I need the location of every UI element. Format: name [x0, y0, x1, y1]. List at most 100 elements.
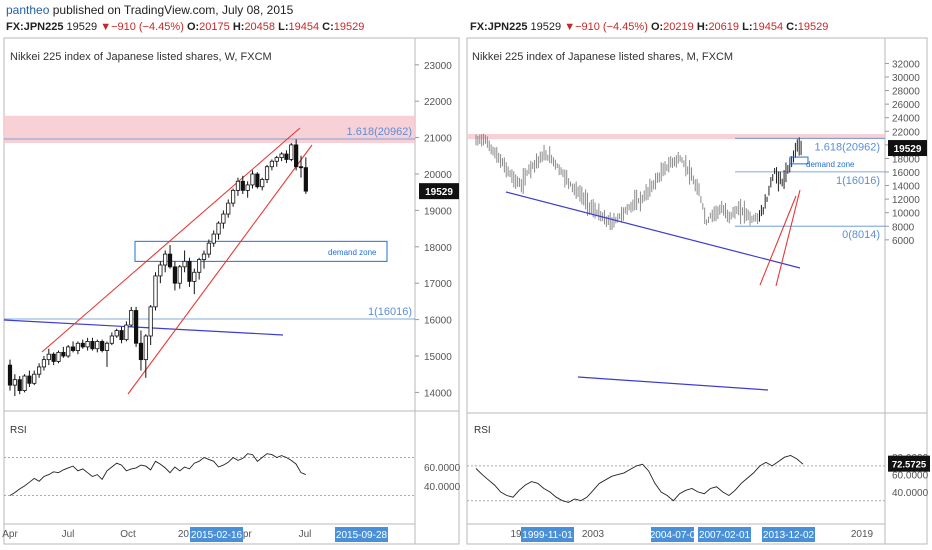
weekly-trendline[interactable] — [3, 319, 284, 336]
weekly-candle-body — [148, 306, 153, 337]
weekly-resistance-band — [4, 115, 415, 144]
weekly-candle-body — [85, 341, 90, 348]
weekly-channel-upper[interactable] — [41, 127, 301, 353]
weekly-candle-body — [163, 253, 168, 266]
weekly-candle-body — [264, 166, 270, 180]
weekly-candle-body — [192, 271, 197, 282]
weekly-date-tag-label: 2015-09-28 — [336, 530, 388, 541]
weekly-candles — [7, 139, 308, 397]
monthly-resistance-zone — [467, 133, 885, 140]
close-value: 19529 — [797, 21, 829, 33]
weekly-x-tick-label: Apr — [236, 529, 252, 540]
symbol-name[interactable]: FX:JPN225 — [470, 21, 528, 33]
weekly-candle-body — [90, 341, 95, 350]
weekly-y-tick-label: 20000 — [424, 170, 452, 181]
monthly-y-tick-label: 28000 — [892, 87, 920, 98]
weekly-rsi-pane: 60.0000 40.0000 — [4, 453, 461, 496]
monthly-date-tag — [651, 527, 694, 542]
weekly-candle-body — [211, 233, 216, 244]
monthly-date-tag — [698, 527, 751, 542]
publish-note: published on TradingView.com, July 08, 2… — [52, 3, 294, 17]
weekly-candle-body — [221, 213, 226, 224]
weekly-candle-body — [197, 259, 202, 273]
weekly-y-tick-label: 18000 — [424, 243, 452, 254]
monthly-x-tick-label: 2019 — [851, 529, 874, 540]
high-value: 20458 — [244, 21, 276, 33]
weekly-candle-body — [153, 275, 158, 308]
weekly-candle-body — [167, 253, 173, 268]
monthly-last-price-text: 19529 — [894, 144, 922, 155]
monthly-y-tick-label: 24000 — [892, 114, 920, 125]
monthly-rsi-line — [475, 455, 804, 503]
weekly-candle-body — [56, 351, 61, 362]
weekly-candle-body — [37, 366, 42, 375]
weekly-rsi-label: RSI — [10, 425, 27, 436]
monthly-x-tick-label: 19 — [510, 529, 522, 540]
weekly-candle-body — [32, 373, 37, 384]
high-value: 20619 — [708, 21, 740, 33]
weekly-candle-body — [158, 264, 163, 277]
weekly-candle-body — [61, 351, 66, 357]
monthly-y-tick-label: 6000 — [892, 236, 915, 247]
weekly-y-tick-label: 14000 — [424, 388, 452, 399]
monthly-fib-lines: 1.618(20962) 1(16016) 0(8014) — [735, 137, 885, 241]
weekly-candle-body — [226, 202, 231, 215]
weekly-candle-body — [104, 342, 110, 351]
weekly-y-tick-label: 15000 — [424, 352, 452, 363]
weekly-candle-body — [51, 353, 56, 362]
high-label: H: — [696, 21, 709, 33]
weekly-demand-zone[interactable]: demand zone — [134, 240, 388, 262]
close-value: 19529 — [333, 21, 365, 33]
low-label: L: — [742, 21, 753, 33]
weekly-candle-body — [109, 335, 114, 344]
weekly-x-tick-label: Jul — [299, 529, 312, 540]
monthly-rsi-tick-label: 60.0000 — [892, 471, 929, 482]
weekly-channel-lower[interactable] — [127, 144, 313, 395]
down-arrow-icon: ▼ — [100, 21, 112, 33]
weekly-x-tick-label: Apr — [2, 529, 18, 540]
weekly-candle-body — [303, 167, 308, 192]
weekly-candle-body — [17, 379, 22, 391]
weekly-candle-body — [129, 310, 134, 326]
weekly-candle-body — [119, 330, 124, 341]
symbol-name[interactable]: FX:JPN225 — [6, 21, 64, 33]
monthly-chart-title: Nikkei 225 index of Japanese listed shar… — [472, 51, 733, 63]
monthly-upper-trendline[interactable] — [505, 191, 801, 269]
open-value: 20175 — [199, 21, 230, 33]
open-value: 20219 — [663, 21, 694, 33]
weekly-candle-body — [284, 153, 289, 160]
monthly-y-tick-label: 32000 — [892, 59, 920, 70]
monthly-date-tag-label: 2007-02-01 — [699, 530, 751, 541]
monthly-channel-right[interactable] — [775, 189, 801, 287]
weekly-candle-body — [216, 222, 221, 235]
weekly-fib-lower-label: 1(16016) — [368, 306, 412, 318]
monthly-date-tag-label: 1999-11-01 — [522, 530, 573, 541]
weekly-fib-lines: 1.618(20962) 1(16016) — [4, 126, 415, 320]
monthly-y-tick-label: 26000 — [892, 100, 920, 111]
weekly-candle-body — [7, 364, 13, 386]
weekly-last-price-tag — [419, 183, 459, 200]
weekly-price-axis: 14000 15000 16000 17000 18000 19000 20000 21000… — [415, 61, 452, 399]
weekly-candle-body — [124, 324, 129, 341]
weekly-candle-body — [27, 375, 32, 384]
weekly-candle-body — [22, 375, 27, 391]
monthly-demand-zone-label: demand zone — [806, 160, 855, 169]
weekly-candle-body — [46, 353, 51, 361]
weekly-candle-body — [240, 180, 245, 191]
author-name[interactable]: pantheo — [6, 3, 50, 17]
monthly-rsi-value-tag — [888, 455, 930, 472]
weekly-rsi-line — [9, 453, 306, 496]
weekly-candle-body — [245, 184, 250, 191]
weekly-candle-body — [41, 359, 47, 368]
down-arrow-icon: ▼ — [564, 21, 576, 33]
monthly-demand-zone[interactable]: demand zone — [789, 156, 855, 169]
monthly-last-price-label: 19529 — [888, 140, 927, 157]
high-label: H: — [232, 21, 245, 33]
monthly-channel-left[interactable] — [759, 195, 797, 286]
weekly-candle-body — [289, 144, 294, 160]
weekly-x-tick-label: Oct — [120, 529, 136, 540]
monthly-lower-trendline[interactable] — [577, 376, 769, 391]
